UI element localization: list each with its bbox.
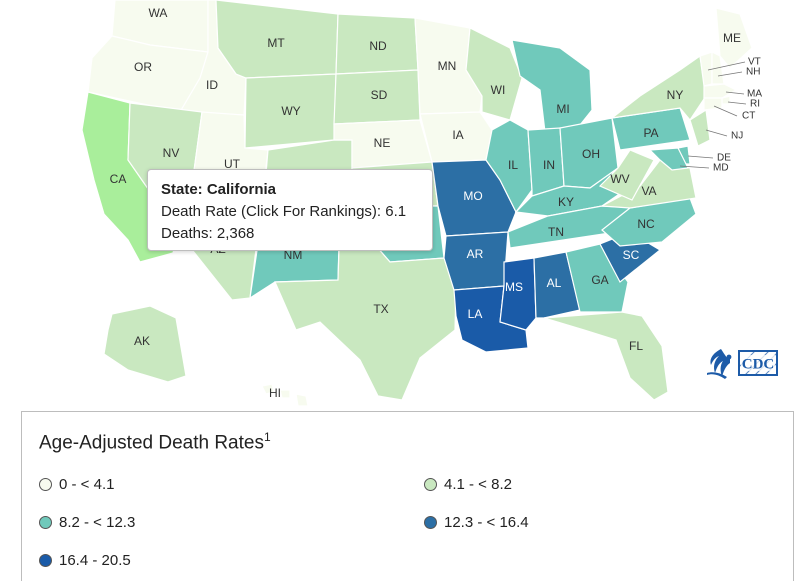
state-label-de: DE (717, 153, 731, 164)
state-fl[interactable] (543, 311, 669, 401)
legend-label-3: 12.3 - < 16.4 (444, 514, 529, 531)
state-ak[interactable] (103, 305, 187, 383)
legend-item-1[interactable]: 4.1 - < 8.2 (424, 476, 512, 493)
cdc-badge: CDC (738, 350, 778, 376)
legend-item-4[interactable]: 16.4 - 20.5 (39, 552, 131, 569)
us-choropleth-map: WAORCAIDNVUTAZMTWYCONMNDSDNEKSOKTXMNIAMO… (81, 0, 778, 407)
legend-item-2[interactable]: 8.2 - < 12.3 (39, 514, 135, 531)
legend-footnote-marker: 1 (263, 430, 271, 444)
legend-swatch-3 (424, 516, 437, 529)
callout-line-ma (725, 91, 745, 95)
state-nj[interactable] (689, 108, 711, 147)
callout-line-md (679, 165, 710, 169)
state-label-md: MD (713, 163, 729, 174)
legend-title-text: Age-Adjusted Death Rates (39, 432, 264, 454)
cdc-logo: CDC (707, 349, 778, 379)
state-hi[interactable] (261, 383, 309, 407)
state-mt[interactable] (215, 0, 339, 79)
tooltip-title: State: California (161, 181, 277, 198)
state-label-ct: CT (742, 111, 755, 122)
state-wi[interactable] (465, 27, 523, 121)
legend-swatch-0 (39, 478, 52, 491)
state-wy[interactable] (244, 73, 337, 149)
state-wv[interactable] (598, 149, 655, 201)
state-al[interactable] (533, 251, 581, 319)
callout-line-vt (707, 61, 746, 71)
callout-line-ct (713, 105, 738, 117)
state-ma[interactable] (703, 83, 738, 99)
state-ri[interactable] (721, 95, 731, 105)
state-me[interactable] (715, 7, 753, 69)
legend-label-2: 8.2 - < 12.3 (59, 514, 136, 531)
legend-panel: Age-Adjusted Death Rates1 0 - < 4.1 4.1 … (21, 411, 794, 581)
state-label-nj: NJ (731, 131, 743, 142)
callout-line-nh (717, 71, 743, 77)
state-md[interactable] (648, 147, 689, 171)
callout-line-ri (727, 101, 747, 105)
state-tx[interactable] (274, 217, 457, 401)
callout-line-de (687, 155, 714, 159)
legend-swatch-4 (39, 554, 52, 567)
state-ia[interactable] (419, 111, 493, 163)
state-ar[interactable] (443, 231, 509, 291)
state-label-ma: MA (747, 89, 762, 100)
cdc-logo-text: CDC (742, 357, 775, 373)
hhs-eagle-icon (707, 349, 732, 379)
state-sd[interactable] (333, 69, 421, 125)
state-il[interactable] (485, 119, 533, 214)
legend-swatch-2 (39, 516, 52, 529)
state-ms[interactable] (499, 257, 537, 331)
state-nd[interactable] (335, 13, 419, 75)
callout-line-nj (705, 129, 728, 137)
legend-item-3[interactable]: 12.3 - < 16.4 (424, 514, 529, 531)
tooltip-deaths: Deaths: 2,368 (161, 225, 255, 242)
legend-label-4: 16.4 - 20.5 (59, 552, 131, 569)
state-mi[interactable] (511, 39, 593, 133)
state-ny[interactable] (609, 54, 707, 122)
state-label-vt: VT (748, 57, 761, 68)
state-ct[interactable] (703, 97, 723, 111)
legend-label-1: 4.1 - < 8.2 (444, 476, 512, 493)
state-label-nh: NH (746, 67, 760, 78)
tooltip-death-rate: Death Rate (Click For Rankings): 6.1 (161, 203, 407, 220)
legend-swatch-1 (424, 478, 437, 491)
legend-label-0: 0 - < 4.1 (59, 476, 115, 493)
state-tooltip: State: California Death Rate (Click For … (147, 169, 433, 251)
state-label-ri: RI (750, 99, 760, 110)
legend-item-0[interactable]: 0 - < 4.1 (39, 476, 114, 493)
state-in[interactable] (527, 127, 565, 197)
legend-title: Age-Adjusted Death Rates1 (39, 430, 271, 454)
